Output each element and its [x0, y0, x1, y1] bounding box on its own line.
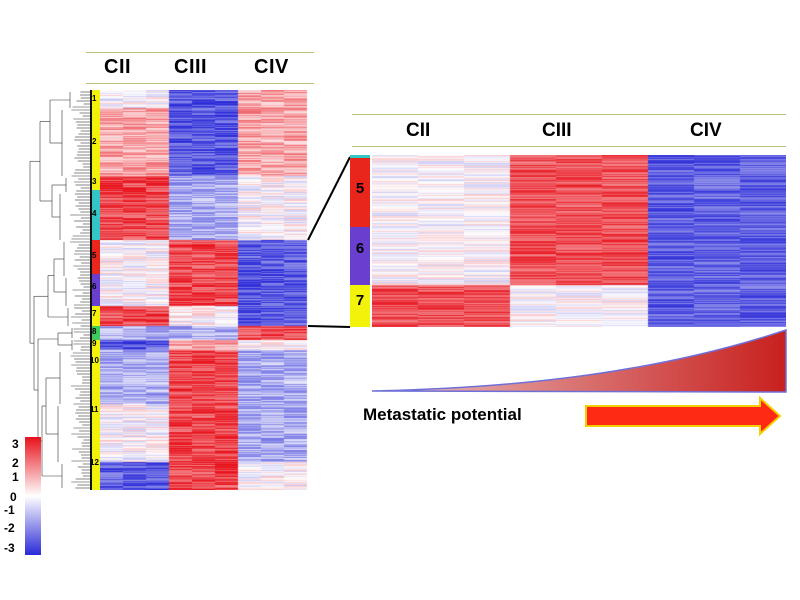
cluster-bar-segment-6	[90, 274, 100, 306]
zoom-bar-top-accent	[350, 155, 370, 158]
cluster-label-10: 10	[90, 356, 99, 365]
zoom-column-header-civ: CIV	[690, 120, 722, 141]
cluster-label-3: 3	[92, 177, 97, 186]
scale-tick-0: 0	[10, 490, 17, 504]
column-header-cii: CII	[104, 56, 132, 78]
zoom-cluster-bar	[350, 155, 370, 327]
metastatic-label: Metastatic potential	[363, 405, 522, 424]
cluster-bar-segment-3	[90, 176, 100, 190]
zoom-bar-segment-6	[350, 227, 370, 285]
cluster-label-8: 8	[92, 327, 97, 336]
cluster-color-bar	[90, 90, 100, 490]
metastatic-arrow	[585, 395, 782, 437]
dendrogram	[29, 91, 90, 489]
header-rule-top	[86, 52, 314, 53]
cluster-label-2: 2	[92, 137, 97, 146]
cluster-bar-segment-1	[90, 90, 100, 108]
zoom-cluster-label-6: 6	[355, 240, 365, 257]
color-scale-gradient	[25, 437, 41, 555]
column-header-civ: CIV	[254, 56, 289, 78]
cluster-bar-segment-9	[90, 340, 100, 350]
cluster-label-9: 9	[92, 339, 97, 348]
cluster-bar-segment-10	[90, 350, 100, 404]
zoom-cluster-label-5: 5	[355, 180, 365, 197]
main-heatmap	[100, 90, 308, 490]
zoom-cluster-label-7: 7	[355, 292, 365, 309]
metastatic-wedge	[371, 328, 787, 393]
cluster-bar-segment-8	[90, 326, 100, 340]
cluster-label-4: 4	[92, 209, 97, 218]
cluster-label-7: 7	[92, 309, 97, 318]
cluster-label-1: 1	[92, 94, 97, 103]
zoom-line-top	[307, 156, 351, 241]
cluster-label-6: 6	[92, 282, 97, 291]
scale-tick-1: 1	[12, 470, 19, 484]
cluster-bar-segment-4	[90, 190, 100, 240]
column-header-ciii: CIII	[174, 56, 208, 78]
cluster-bar-segment-5	[90, 240, 100, 274]
zoom-bar-segment-5	[350, 155, 370, 227]
zoom-header-rule-bottom	[352, 146, 786, 147]
cluster-bar-segment-2	[90, 108, 100, 176]
cluster-bar-segment-11	[90, 404, 100, 462]
cluster-label-12: 12	[90, 458, 99, 467]
scale-tick-neg1: -1	[4, 503, 15, 517]
zoom-heatmap	[372, 155, 786, 327]
zoom-column-header-cii: CII	[406, 120, 431, 141]
scale-tick-neg2: -2	[4, 521, 15, 535]
cluster-label-5: 5	[92, 251, 97, 260]
scale-tick-neg3: -3	[4, 541, 15, 555]
zoom-column-header-ciii: CIII	[542, 120, 572, 141]
cluster-bar-segment-7	[90, 306, 100, 326]
cluster-bar-segment-12	[90, 462, 100, 490]
cluster-label-11: 11	[90, 405, 99, 414]
cluster-bar-edge	[90, 90, 92, 490]
zoom-line-bottom	[307, 325, 351, 328]
zoom-bar-segment-7	[350, 285, 370, 327]
scale-tick-3: 3	[12, 437, 19, 451]
scale-tick-2: 2	[12, 456, 19, 470]
header-rule-bottom	[86, 83, 314, 84]
zoom-header-rule-top	[352, 114, 786, 115]
